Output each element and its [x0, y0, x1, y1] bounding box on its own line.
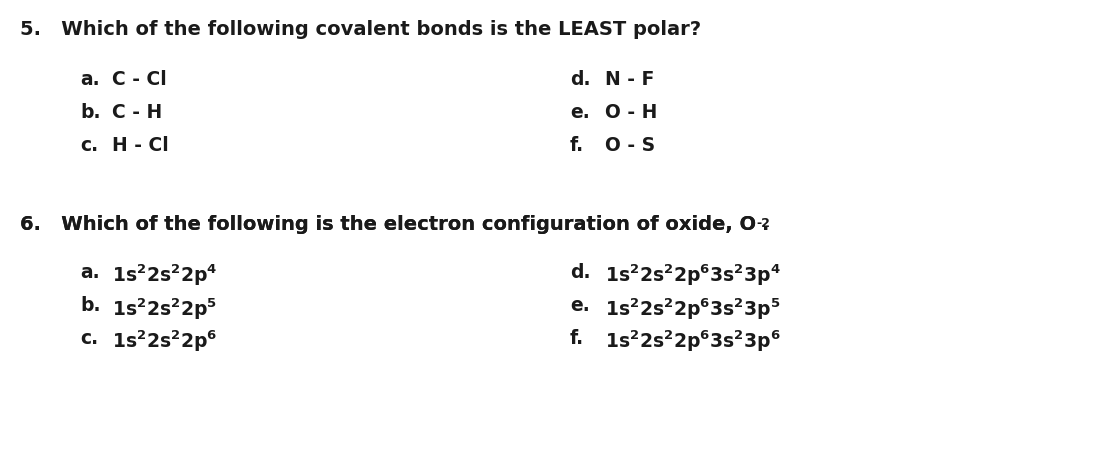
Text: -2: -2: [756, 217, 770, 230]
Text: $\mathregular{1s^22s^22p^63s^23p^4}$: $\mathregular{1s^22s^22p^63s^23p^4}$: [605, 263, 780, 288]
Text: c.: c.: [80, 328, 98, 347]
Text: d.: d.: [571, 70, 591, 89]
Text: $\mathregular{1s^22s^22p^5}$: $\mathregular{1s^22s^22p^5}$: [112, 295, 218, 321]
Text: $\mathregular{1s^22s^22p^63s^23p^5}$: $\mathregular{1s^22s^22p^63s^23p^5}$: [605, 295, 780, 321]
Text: H - Cl: H - Cl: [112, 136, 169, 155]
Text: $\mathregular{1s^22s^22p^6}$: $\mathregular{1s^22s^22p^6}$: [112, 328, 218, 354]
Text: b.: b.: [80, 295, 101, 314]
Text: $\mathregular{1s^22s^22p^4}$: $\mathregular{1s^22s^22p^4}$: [112, 263, 218, 288]
Text: C - Cl: C - Cl: [112, 70, 166, 89]
Text: b.: b.: [80, 103, 101, 122]
Text: 5.   Which of the following covalent bonds is the LEAST polar?: 5. Which of the following covalent bonds…: [20, 20, 702, 39]
Text: 6.   Which of the following is the electron configuration of oxide, O: 6. Which of the following is the electro…: [20, 214, 756, 233]
Text: .: .: [763, 214, 770, 233]
Text: d.: d.: [571, 263, 591, 282]
Text: a.: a.: [80, 70, 100, 89]
Text: a.: a.: [80, 263, 100, 282]
Text: e.: e.: [571, 295, 589, 314]
Text: c.: c.: [80, 136, 98, 155]
Text: f.: f.: [571, 136, 584, 155]
Text: N - F: N - F: [605, 70, 655, 89]
Text: 6.   Which of the following is the electron configuration of oxide, O: 6. Which of the following is the electro…: [20, 214, 756, 233]
Text: $\mathregular{1s^22s^22p^63s^23p^6}$: $\mathregular{1s^22s^22p^63s^23p^6}$: [605, 328, 780, 354]
Text: O - H: O - H: [605, 103, 657, 122]
Text: f.: f.: [571, 328, 584, 347]
Text: O - S: O - S: [605, 136, 655, 155]
Text: e.: e.: [571, 103, 589, 122]
Text: C - H: C - H: [112, 103, 162, 122]
